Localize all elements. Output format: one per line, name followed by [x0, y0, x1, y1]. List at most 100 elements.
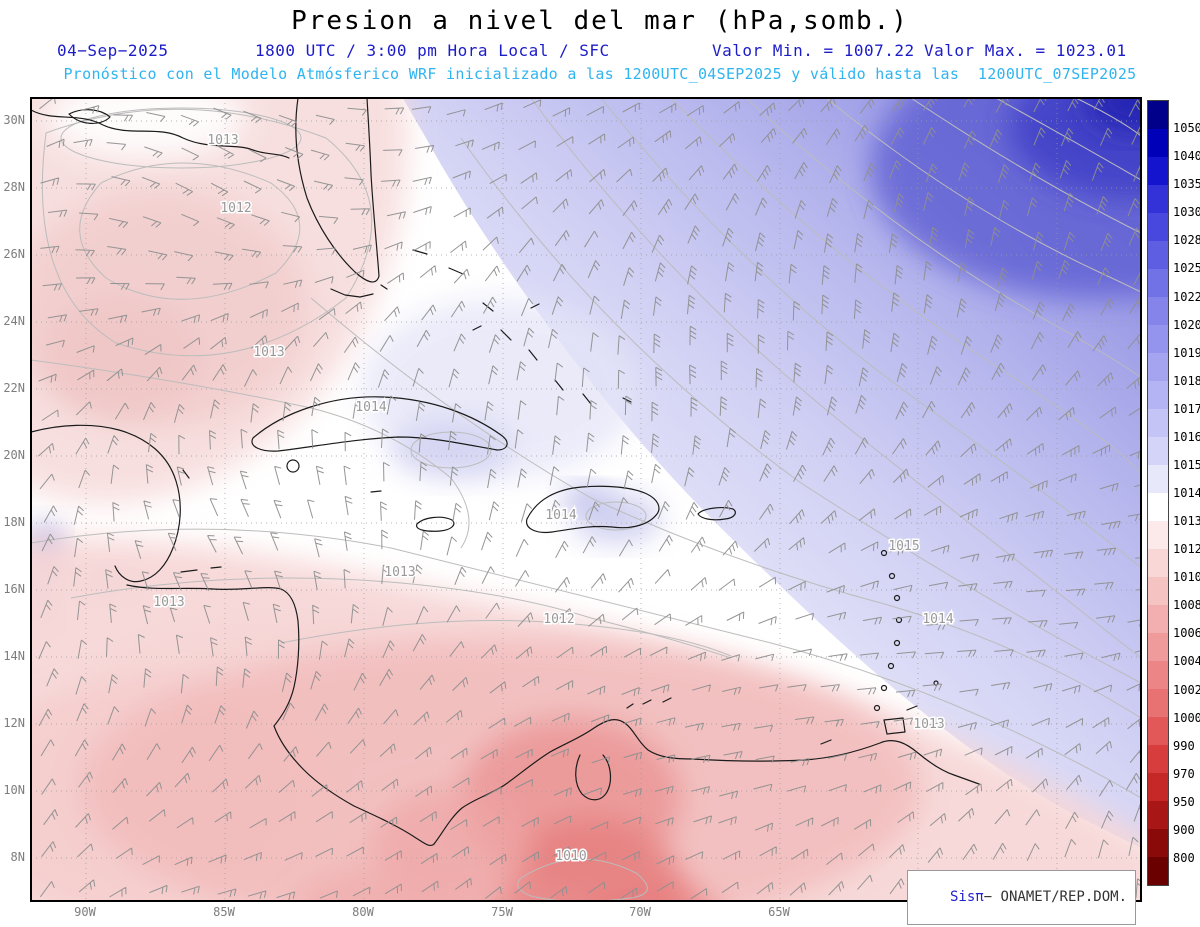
lat-tick-label: 20N	[3, 448, 25, 462]
colorbar-segment	[1148, 101, 1168, 129]
colorbar	[1147, 100, 1169, 886]
colorbar-tick-label: 1015	[1173, 457, 1200, 472]
colorbar-segment	[1148, 129, 1168, 157]
lon-tick-label: 65W	[768, 905, 790, 919]
lat-tick-label: 16N	[3, 582, 25, 596]
colorbar-tick-label: 1014	[1173, 486, 1200, 500]
colorbar-tick-label: 1017	[1173, 401, 1200, 416]
colorbar-tick-label: 1006	[1173, 626, 1200, 641]
colorbar-tick-label: 1030	[1173, 205, 1200, 220]
colorbar-segment	[1148, 297, 1168, 325]
contour-label: 1014	[355, 400, 386, 415]
map-border	[31, 98, 1141, 901]
sispi-logo: Sisπ	[949, 889, 984, 905]
colorbar-segment	[1148, 465, 1168, 493]
colorbar-tick-label: 1004	[1173, 654, 1200, 669]
contour-label: 1013	[153, 595, 184, 610]
colorbar-segment	[1148, 185, 1168, 213]
colorbar-labels: 1050 1040 1035 1030 1028 1025 1022 1020 1019 1018…	[1173, 100, 1200, 886]
colorbar-segment	[1148, 745, 1168, 773]
lon-tick-label: 70W	[629, 905, 651, 919]
forecast-date: 04−Sep−2025	[57, 41, 169, 60]
colorbar-segment	[1148, 409, 1168, 437]
lon-tick-label: 90W	[74, 905, 96, 919]
colorbar-segment	[1148, 325, 1168, 353]
colorbar-tick-label: 1040	[1173, 149, 1200, 164]
wind-barbs	[38, 98, 1141, 901]
lon-tick-label: 85W	[213, 905, 235, 919]
lat-tick-label: 26N	[3, 247, 25, 261]
colorbar-tick-label: 900	[1173, 822, 1195, 837]
colorbar-segment	[1148, 269, 1168, 297]
colorbar-tick-label: 800	[1173, 850, 1195, 865]
coastlines	[31, 98, 980, 847]
lat-tick-label: 18N	[3, 515, 25, 529]
colorbar-tick-label: 1013	[1173, 514, 1200, 529]
colorbar-segment	[1148, 437, 1168, 465]
lat-tick-label: 8N	[10, 850, 25, 864]
colorbar-tick-label: 1016	[1173, 429, 1200, 444]
colorbar-tick-label: 1008	[1173, 598, 1200, 613]
colorbar-segment	[1148, 661, 1168, 689]
colorbar-tick-label: 1018	[1173, 373, 1200, 388]
colorbar-tick-label: 950	[1173, 794, 1195, 809]
lat-tick-label: 12N	[3, 716, 25, 730]
colorbar-segment	[1148, 829, 1168, 857]
colorbar-tick-label: 1022	[1173, 289, 1200, 304]
contour-label: 1013	[913, 717, 944, 732]
contour-label: 1012	[543, 612, 574, 627]
colorbar-segment	[1148, 577, 1168, 605]
colorbar-tick-label: 1000	[1173, 710, 1200, 725]
colorbar-tick-label: 1002	[1173, 682, 1200, 697]
pressure-map-svg: 1013 1012 1013 1014 1014 1013 1013 1012 1015 1014…	[31, 98, 1141, 901]
forecast-valid-time: 1800 UTC / 3:00 pm Hora Local / SFC	[255, 41, 610, 60]
contour-label: 1013	[207, 133, 238, 148]
lat-tick-label: 22N	[3, 381, 25, 395]
colorbar-segment	[1148, 241, 1168, 269]
colorbar-tick-label: 1012	[1173, 542, 1200, 557]
colorbar-tick-label: 970	[1173, 766, 1195, 781]
contour-label: 1012	[220, 201, 251, 216]
contour-label: 1015	[888, 539, 919, 554]
lat-tick-label: 30N	[3, 113, 25, 127]
colorbar-tick-label: 1050	[1173, 121, 1200, 136]
colorbar-segment	[1148, 549, 1168, 577]
branding-badge: Sisπ− ONAMET/REP.DOM.	[907, 870, 1136, 925]
model-run-line: Pronóstico con el Modelo Atmósferico WRF…	[63, 65, 1137, 83]
lat-tick-label: 10N	[3, 783, 25, 797]
value-max-label: Valor Max. = 1023.01	[924, 41, 1127, 60]
contour-label: 1010	[555, 849, 586, 864]
colorbar-tick-label: 1010	[1173, 570, 1200, 585]
value-min-label: Valor Min. = 1007.22	[712, 41, 915, 60]
colorbar-tick-label: 1035	[1173, 177, 1200, 192]
lat-tick-label: 14N	[3, 649, 25, 663]
contour-label: 1014	[545, 508, 576, 523]
colorbar-segment	[1148, 857, 1168, 885]
onamet-credit: − ONAMET/REP.DOM.	[983, 889, 1127, 905]
lat-tick-label: 28N	[3, 180, 25, 194]
colorbar-tick-label: 1025	[1173, 261, 1200, 276]
colorbar-segment	[1148, 717, 1168, 745]
colorbar-segment	[1148, 353, 1168, 381]
colorbar-tick-label: 1019	[1173, 345, 1200, 360]
colorbar-segment	[1148, 801, 1168, 829]
contour-label: 1013	[253, 345, 284, 360]
latitude-axis: 30N 28N 26N 24N 22N 20N 18N 16N 14N 12N 10N 8N	[0, 97, 28, 900]
lon-tick-label: 80W	[352, 905, 374, 919]
colorbar-segment	[1148, 633, 1168, 661]
colorbar-tick-label: 1028	[1173, 233, 1200, 248]
colorbar-segment	[1148, 521, 1168, 549]
colorbar-segment	[1148, 157, 1168, 185]
colorbar-segment	[1148, 381, 1168, 409]
lon-tick-label: 75W	[491, 905, 513, 919]
pressure-shading	[31, 98, 1141, 901]
page-title: Presion a nivel del mar (hPa,somb.)	[291, 6, 909, 36]
map-area: 1013 1012 1013 1014 1014 1013 1013 1012 1015 1014…	[30, 97, 1142, 902]
colorbar-tick-label: 990	[1173, 738, 1195, 753]
contour-label: 1014	[922, 612, 953, 627]
colorbar-segment	[1148, 689, 1168, 717]
lat-tick-label: 24N	[3, 314, 25, 328]
colorbar-tick-label: 1020	[1173, 317, 1200, 332]
contour-label: 1013	[384, 565, 415, 580]
